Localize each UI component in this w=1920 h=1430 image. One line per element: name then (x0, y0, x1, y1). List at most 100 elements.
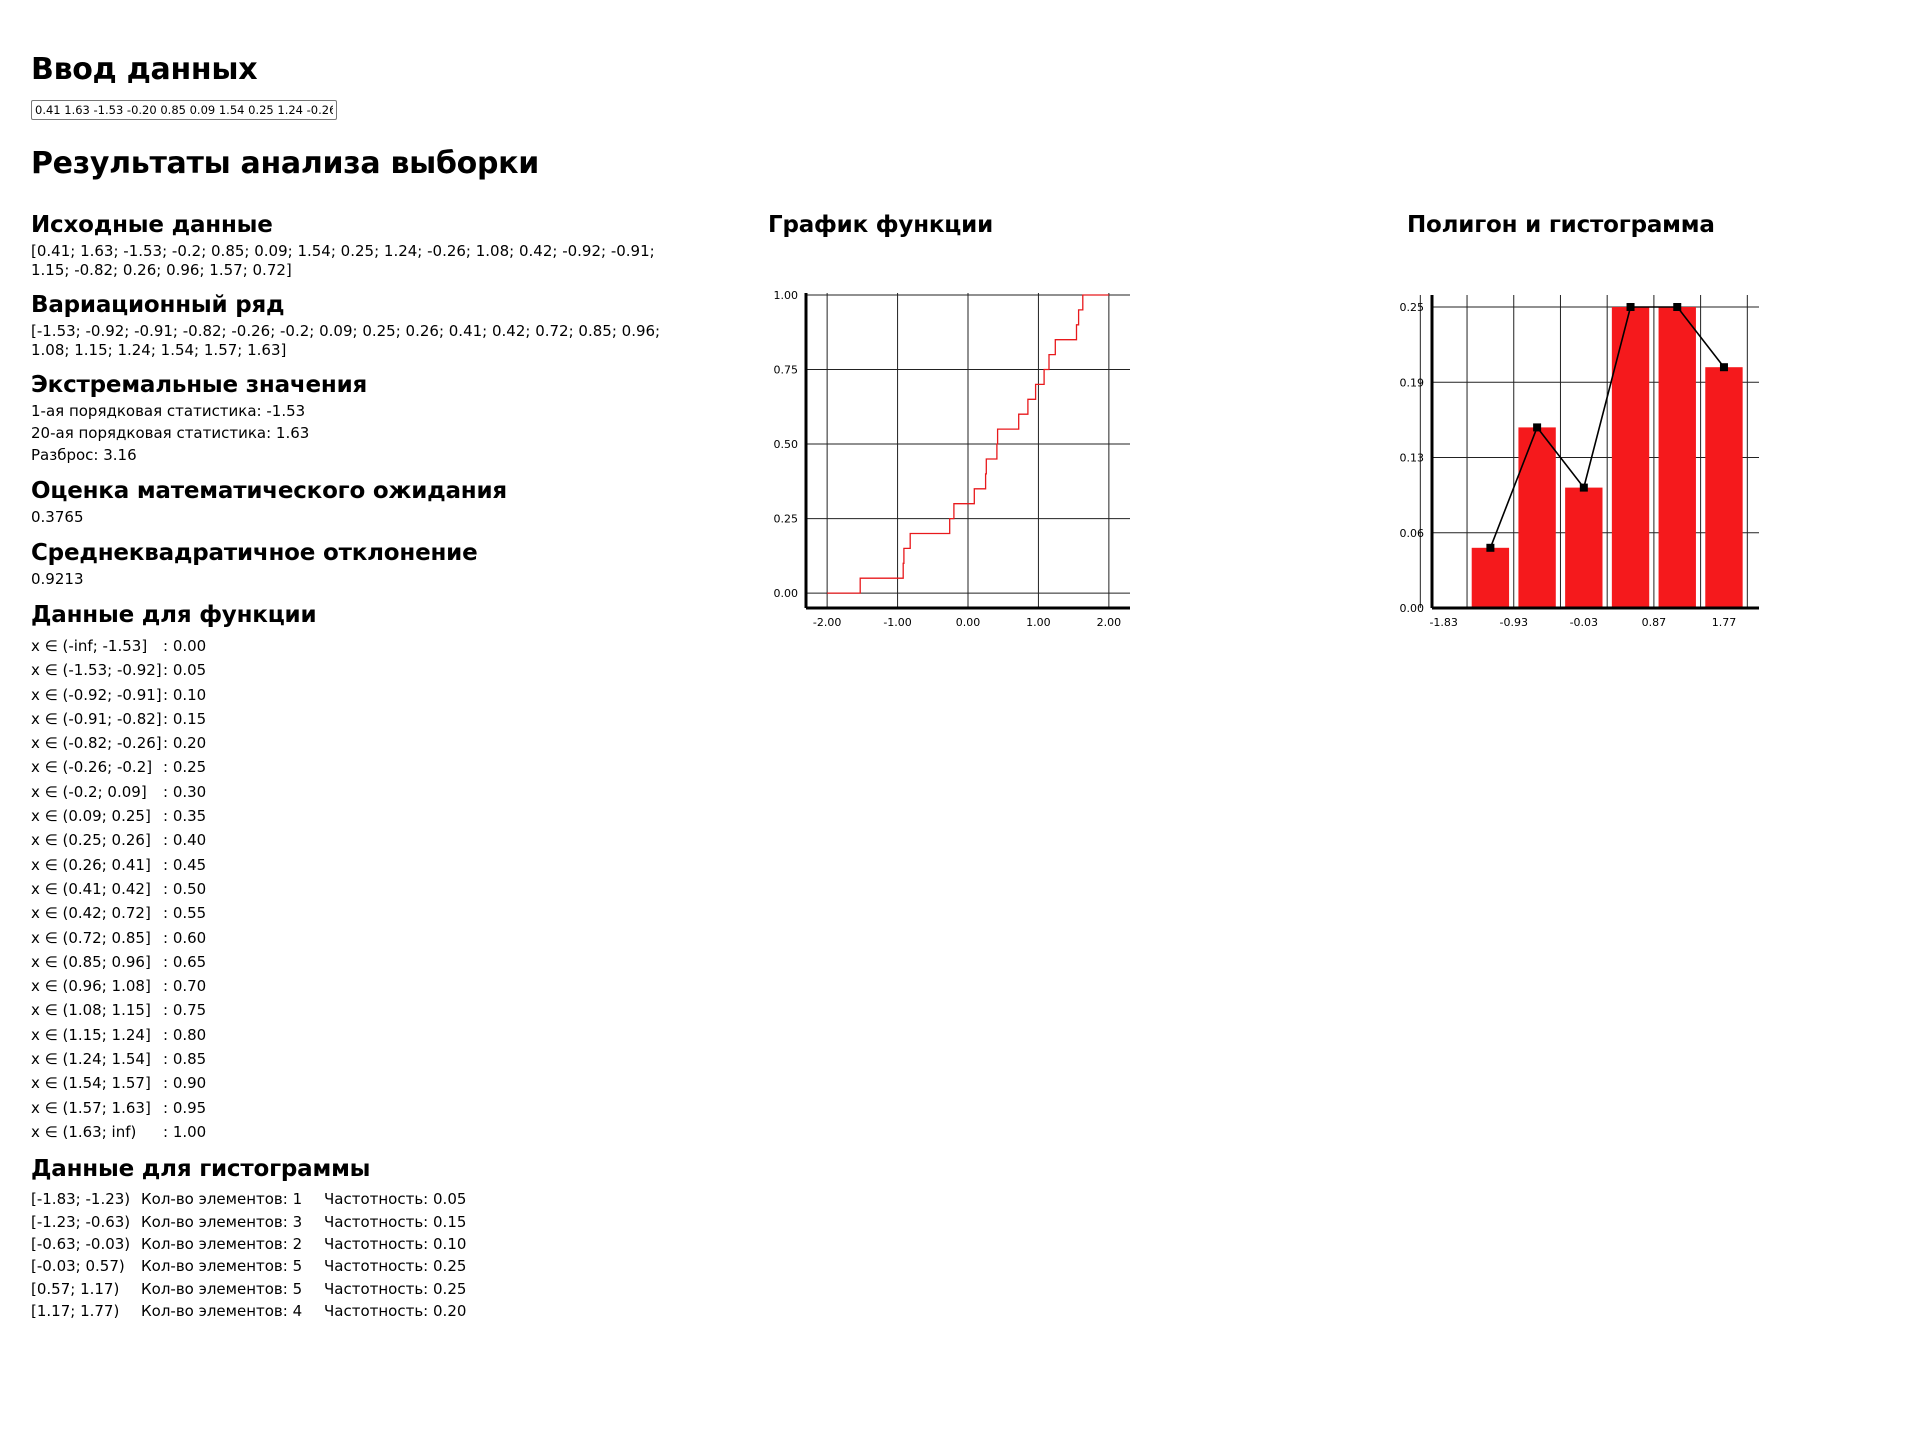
function-interval: x ∈ (0.72; 0.85] (31, 928, 151, 947)
histogram-frequency: Частотность: 0.25 (324, 1257, 467, 1276)
extremes-section: Экстремальные значения 1-ая порядковая с… (31, 372, 671, 466)
function-interval: x ∈ (0.42; 0.72] (31, 904, 151, 923)
function-data-row: x ∈ (-0.91; -0.82]: 0.15 (31, 707, 671, 731)
function-data-row: x ∈ (0.09; 0.25]: 0.35 (31, 804, 671, 828)
function-data-row: x ∈ (1.54; 1.57] : 0.90 (31, 1071, 671, 1095)
y-tick-label: 0.25 (774, 513, 799, 526)
function-interval: x ∈ (0.09; 0.25] (31, 807, 151, 826)
y-tick-label: 0.13 (1400, 452, 1425, 465)
histogram-frequency: Частотность: 0.05 (324, 1190, 467, 1209)
histogram-bar (1471, 547, 1510, 608)
function-interval: x ∈ (1.15; 1.24] (31, 1025, 151, 1044)
function-chart-title: График функции (768, 212, 993, 238)
histogram-interval: [-0.63; -0.03) (31, 1235, 131, 1254)
function-value: : 0.45 (163, 855, 207, 874)
function-interval: x ∈ (0.96; 1.08] (31, 977, 151, 996)
function-data-list: x ∈ (-inf; -1.53] : 0.00 x ∈ (-1.53; -0.92… (31, 634, 671, 1144)
function-value: : 0.90 (163, 1074, 207, 1093)
x-tick-label: -0.03 (1570, 616, 1598, 629)
x-tick-label: 1.77 (1712, 616, 1737, 629)
polygon-point (1626, 303, 1635, 311)
histogram-data-row: [-0.03; 0.57) Кол-во элементов: 5 Частотно… (31, 1255, 671, 1277)
function-value: : 0.80 (163, 1025, 207, 1044)
function-data-section: Данные для функции x ∈ (-inf; -1.53] : 0.… (31, 602, 671, 1144)
y-tick-label: 0.50 (774, 438, 799, 451)
function-interval: x ∈ (1.57; 1.63] (31, 1098, 151, 1117)
function-data-row: x ∈ (0.96; 1.08]: 0.70 (31, 974, 671, 998)
function-interval: x ∈ (1.24; 1.54] (31, 1050, 151, 1069)
x-tick-label: 0.00 (956, 616, 981, 629)
histogram-bar (1565, 487, 1603, 608)
function-data-row: x ∈ (1.63; inf): 1.00 (31, 1120, 671, 1144)
polygon-point (1719, 363, 1728, 372)
function-data-row: x ∈ (0.85; 0.96]: 0.65 (31, 950, 671, 974)
histogram-data-section: Данные для гистограммы [-1.83; -1.23) Кол… (31, 1156, 671, 1322)
variation-series-section: Вариационный ряд [-1.53; -0.92; -0.91; -… (31, 292, 671, 360)
function-interval: x ∈ (-0.92; -0.91] (31, 685, 162, 704)
function-interval: x ∈ (-0.26; -0.2] (31, 758, 153, 777)
histogram-chart: 0.00 0.06 0.13 0.19 0.25 -1.83 -0.93 -0.03 0.87 1… (1400, 295, 1759, 629)
function-data-row: x ∈ (-0.92; -0.91]: 0.10 (31, 683, 671, 707)
function-data-row: x ∈ (-0.2; 0.09] : 0.30 (31, 780, 671, 804)
histogram-count: Кол-во элементов: 4 (141, 1302, 303, 1321)
histogram-count: Кол-во элементов: 5 (141, 1257, 303, 1276)
function-interval: x ∈ (-0.2; 0.09] (31, 782, 147, 801)
mean-title: Оценка математического ожидания (31, 478, 507, 504)
y-tick-label: 1.00 (774, 289, 799, 302)
function-value: : 0.65 (163, 952, 207, 971)
function-data-title: Данные для функции (31, 602, 317, 628)
function-data-row: x ∈ (0.25; 0.26] : 0.40 (31, 828, 671, 852)
y-tick-label: 0.25 (1400, 301, 1425, 314)
y-tick-label: 0.19 (1400, 376, 1425, 389)
function-value: : 0.50 (163, 879, 207, 898)
histogram-bar (1611, 307, 1650, 608)
histogram-data-row: [-1.83; -1.23) Кол-во элементов: 1 Частотн… (31, 1188, 671, 1210)
histogram-count: Кол-во элементов: 3 (141, 1212, 303, 1231)
function-value: : 0.20 (163, 734, 207, 753)
function-interval: x ∈ (0.41; 0.42] (31, 879, 151, 898)
y-tick-label: 0.06 (1400, 527, 1425, 540)
function-value: : 0.30 (163, 782, 207, 801)
x-tick-label: 0.87 (1642, 616, 1667, 629)
std-value: 0.9213 (31, 570, 84, 588)
histogram-count: Кол-во элементов: 1 (141, 1190, 303, 1209)
function-data-row: x ∈ (1.08; 1.15]: 0.75 (31, 998, 671, 1022)
ecdf-step-line (827, 294, 1109, 594)
histogram-count: Кол-во элементов: 5 (141, 1279, 303, 1298)
polygon-point (1486, 543, 1495, 552)
histogram-data-title: Данные для гистограммы (31, 1156, 371, 1183)
function-value: : 0.05 (163, 661, 207, 680)
function-data-row: x ∈ (1.15; 1.24] : 0.80 (31, 1023, 671, 1047)
histogram-data-list: [-1.83; -1.23) Кол-во элементов: 1 Частотн… (31, 1188, 671, 1322)
function-chart: -2.00 -1.00 0.00 1.00 2.00 0.00 0.25 0.50 0.75 1.… (774, 289, 1130, 629)
function-data-row: x ∈ (0.72; 0.85] : 0.60 (31, 926, 671, 950)
polygon-point (1673, 303, 1682, 311)
function-value: : 0.00 (163, 637, 207, 655)
range-value: Разброс: 3.16 (31, 446, 137, 464)
function-value: : 0.60 (163, 928, 207, 947)
function-data-row: x ∈ (-inf; -1.53] : 0.00 (31, 634, 671, 658)
function-interval: x ∈ (-0.91; -0.82] (31, 709, 162, 728)
function-value: : 0.40 (163, 831, 207, 850)
x-tick-label: 1.00 (1026, 616, 1051, 629)
function-interval: x ∈ (-1.53; -0.92] (31, 661, 162, 680)
function-interval: x ∈ (-inf; -1.53] (31, 637, 148, 655)
function-interval: x ∈ (1.54; 1.57] (31, 1074, 151, 1093)
function-value: : 0.15 (163, 709, 207, 728)
data-input-field[interactable] (31, 100, 337, 120)
histogram-bar (1658, 307, 1696, 608)
function-interval: x ∈ (0.25; 0.26] (31, 831, 151, 850)
function-value: : 0.10 (163, 685, 207, 704)
function-data-row: x ∈ (-0.82; -0.26]: 0.20 (31, 731, 671, 755)
histogram-frequency: Частотность: 0.25 (324, 1279, 467, 1298)
histogram-bar (1705, 367, 1743, 608)
x-tick-label: -1.83 (1429, 616, 1457, 629)
variation-series-title: Вариационный ряд (31, 292, 285, 318)
x-tick-label: 2.00 (1097, 616, 1122, 629)
function-value: : 0.95 (163, 1098, 207, 1117)
source-data-title: Исходные данные (31, 212, 273, 238)
histogram-frequency: Частотность: 0.10 (324, 1235, 467, 1254)
function-interval: x ∈ (0.26; 0.41] (31, 855, 151, 874)
results-left-column: Исходные данные [0.41; 1.63; -1.53; -0.2… (31, 212, 671, 1335)
variation-series-text: [-1.53; -0.92; -0.91; -0.82; -0.26; -0.2… (31, 322, 661, 359)
